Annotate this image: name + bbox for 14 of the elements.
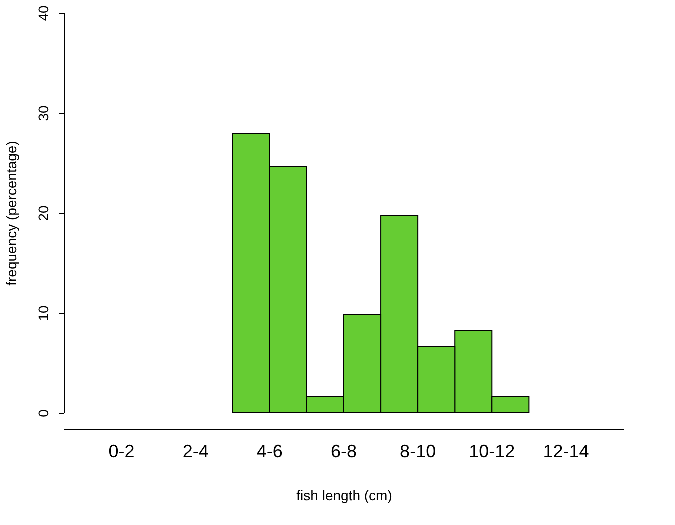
y-tick-label: 10 xyxy=(36,306,52,322)
x-axis-title: fish length (cm) xyxy=(296,488,392,504)
y-tick-label: 20 xyxy=(36,206,52,222)
x-tick-label: 10-12 xyxy=(469,442,516,462)
y-axis-title: frequency (percentage) xyxy=(4,141,20,286)
y-tick-label: 0 xyxy=(36,409,52,418)
x-tick-label: 2-4 xyxy=(182,442,209,462)
x-tick-label: 6-8 xyxy=(330,442,358,462)
x-tick-label: 8-10 xyxy=(400,442,436,462)
x-tick-label: 4-6 xyxy=(256,442,283,462)
x-tick-label: 12-14 xyxy=(543,442,590,462)
y-tick-label: 30 xyxy=(36,106,52,122)
x-tick-label: 0-2 xyxy=(108,442,135,462)
y-tick-label: 40 xyxy=(36,6,52,22)
